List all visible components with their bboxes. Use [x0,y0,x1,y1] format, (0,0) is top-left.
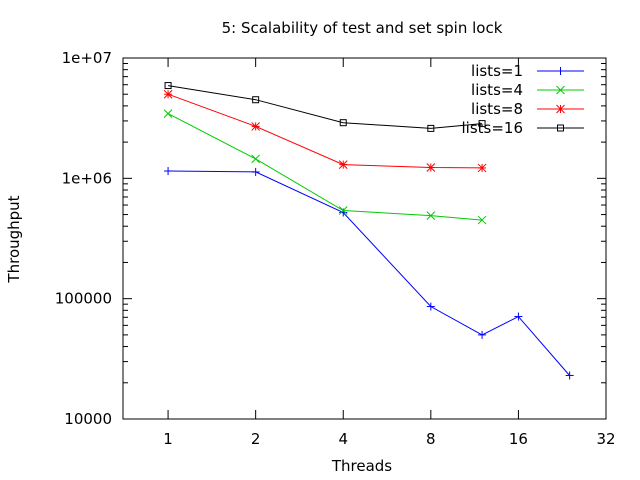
series-lists-1 [164,167,574,380]
legend-label: lists=8 [471,100,523,118]
marker-stroke [426,211,436,220]
x-tick-label: 4 [338,430,348,448]
marker-stroke [556,104,565,114]
series-lists-8 [163,89,487,173]
data-point [477,215,487,225]
data-point [338,206,348,215]
y-tick-label: 1e+06 [62,169,112,187]
y-tick-label: 100000 [55,290,112,308]
data-point [557,124,564,132]
data-point [339,119,347,127]
data-point [427,124,435,132]
marker-stroke [477,215,487,225]
chart-title: 5: Scalability of test and set spin lock [222,19,503,37]
data-point [163,109,173,118]
data-point [426,302,435,311]
data-point [514,312,523,321]
data-point [164,167,173,176]
data-point [556,67,565,75]
legend-entry: lists=4 [471,81,584,99]
data-point [565,371,574,380]
legend-entry: lists=16 [461,119,584,137]
legend-label: lists=16 [461,119,523,137]
data-point [556,85,565,95]
data-point [251,154,261,164]
data-point [252,96,260,104]
x-tick-label: 8 [426,430,436,448]
data-point [477,163,487,173]
y-tick-label: 1e+07 [62,49,112,67]
data-point [478,330,487,339]
legend-entry: lists=1 [471,62,584,80]
marker-stroke [338,160,348,169]
series-line [167,93,483,169]
plot-frame [122,57,607,420]
series-layer [163,82,574,380]
x-tick-label: 32 [596,430,615,448]
data-point [556,104,565,114]
legend-label: lists=1 [471,62,523,80]
x-tick-label: 16 [509,430,528,448]
data-point [251,122,261,131]
series-line [168,170,570,376]
data-point [164,82,172,90]
y-axis: 10000 100000 1e+06 1e+07 [55,49,606,428]
x-tick-label: 2 [251,430,261,448]
data-point [251,167,260,176]
y-tick-label: 10000 [64,410,112,428]
data-point [478,120,486,128]
marker-square [252,96,260,104]
x-axis: 1 2 4 8 16 32 [163,58,616,448]
data-point [426,163,436,172]
marker-stroke [556,85,565,95]
marker-square [478,120,486,128]
series-lists-4 [163,109,487,225]
marker-stroke [163,89,173,99]
marker-stroke [251,122,261,131]
series-lists-16 [164,82,486,132]
marker-stroke [426,163,436,172]
marker-stroke [251,154,261,164]
data-point [338,160,348,169]
marker-square [557,124,564,132]
x-tick-label: 1 [163,430,173,448]
series-line [168,85,483,129]
marker-stroke [338,206,348,215]
marker-stroke [163,109,173,118]
marker-square [339,119,347,127]
legend-entry: lists=8 [471,100,584,118]
legend-label: lists=4 [471,81,523,99]
data-point [426,211,436,220]
data-point [163,89,173,99]
marker-square [427,124,435,132]
x-axis-label: Threads [331,457,392,475]
marker-square [164,82,172,90]
y-axis-label: Throughput [5,195,23,283]
marker-stroke [477,163,487,173]
